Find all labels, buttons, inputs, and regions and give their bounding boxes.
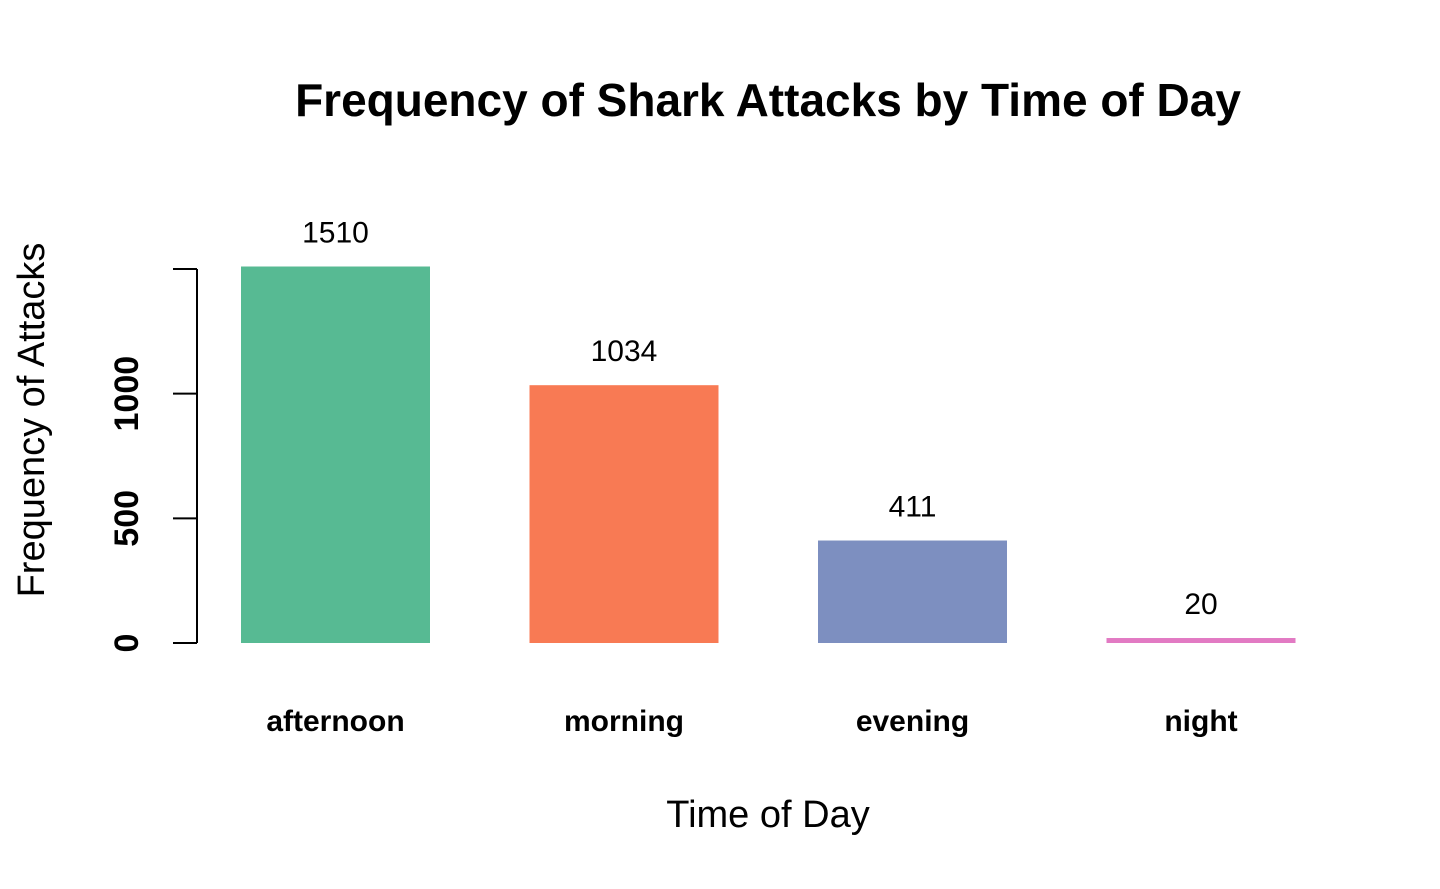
bar-night — [1106, 638, 1296, 643]
bar-afternoon — [241, 266, 430, 643]
y-tick-label: 500 — [108, 490, 146, 547]
data-label-evening: 411 — [889, 491, 937, 524]
y-axis: 0 500 1000 — [108, 268, 198, 653]
data-label-morning: 1034 — [591, 335, 658, 368]
x-tick-label-afternoon: afternoon — [266, 705, 404, 738]
data-labels: 1510 1034 411 20 — [302, 217, 1218, 622]
y-ticks: 0 500 1000 — [108, 268, 197, 653]
y-tick-label: 1000 — [108, 356, 146, 432]
chart-title: Frequency of Shark Attacks by Time of Da… — [295, 74, 1241, 126]
x-axis-title: Time of Day — [666, 794, 869, 836]
x-tick-labels: afternoon morning evening night — [266, 705, 1237, 738]
x-tick-label-evening: evening — [856, 705, 969, 738]
bar-morning — [529, 385, 719, 643]
bar-evening — [818, 540, 1007, 643]
y-tick-label: 0 — [108, 634, 146, 653]
bars — [241, 266, 1296, 643]
x-tick-label-morning: morning — [564, 705, 684, 738]
y-axis-title: Frequency of Attacks — [11, 243, 53, 598]
data-label-afternoon: 1510 — [302, 217, 369, 250]
x-tick-label-night: night — [1164, 705, 1237, 738]
data-label-night: 20 — [1184, 588, 1217, 621]
